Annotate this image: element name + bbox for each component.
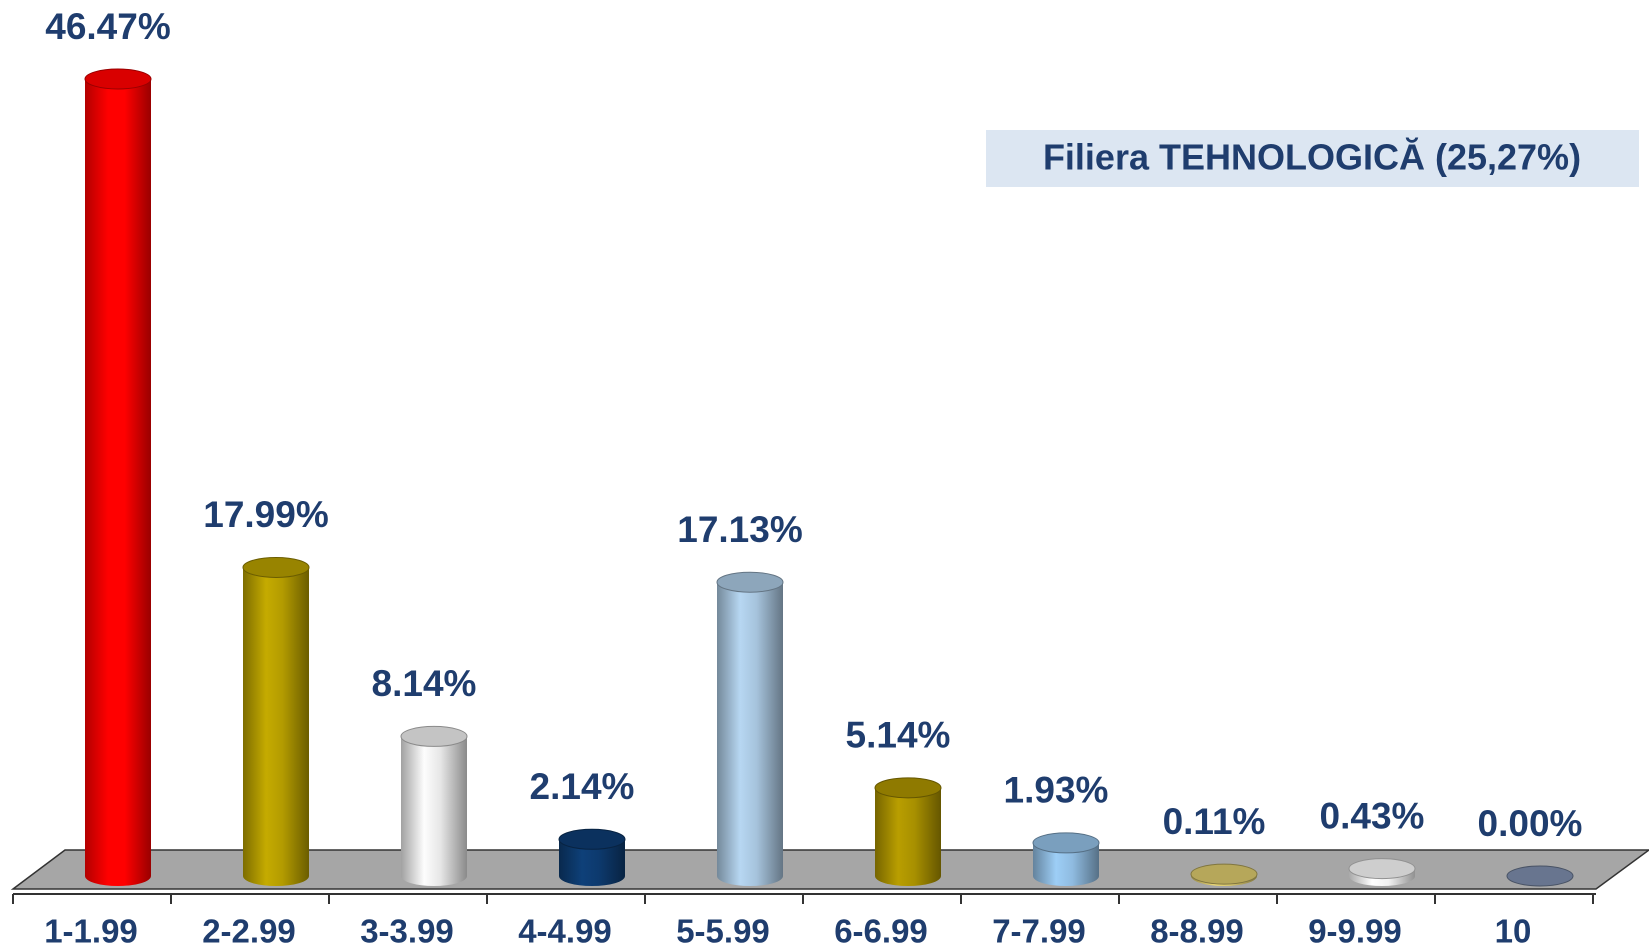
- value-label: 46.47%: [45, 6, 171, 47]
- x-tick-label: 5-5.99: [676, 913, 770, 950]
- value-label: 5.14%: [846, 715, 951, 756]
- bar: [875, 787, 941, 876]
- value-label: 8.14%: [372, 663, 477, 704]
- value-label: 17.99%: [203, 494, 329, 535]
- x-tick-label: 10: [1495, 913, 1532, 950]
- bar-top: [1348, 858, 1416, 880]
- x-tick-label: 7-7.99: [992, 913, 1086, 950]
- bar: [717, 582, 783, 876]
- x-tick-label: 3-3.99: [360, 913, 454, 950]
- bar-top: [1190, 863, 1258, 885]
- x-tick-label: 1-1.99: [44, 913, 138, 950]
- value-label: 2.14%: [530, 766, 635, 807]
- value-label: 0.11%: [1163, 801, 1266, 842]
- annotation-box: [986, 130, 1639, 187]
- bar-top: [1032, 832, 1100, 854]
- value-label: 1.93%: [1004, 770, 1109, 811]
- bar: [401, 736, 467, 876]
- x-tick-label: 9-9.99: [1308, 913, 1402, 950]
- bar-top: [874, 777, 942, 799]
- bar-top: [1506, 865, 1574, 887]
- value-label: 0.00%: [1478, 803, 1583, 844]
- x-tick-label: 4-4.99: [518, 913, 612, 950]
- annotation: Filiera TEHNOLOGICĂ (25,27%): [1043, 137, 1581, 178]
- bar-top: [400, 725, 468, 747]
- bar: [85, 79, 151, 876]
- x-tick-label: 6-6.99: [834, 913, 928, 950]
- x-tick-label: 2-2.99: [202, 913, 296, 950]
- bar: [243, 567, 309, 876]
- x-tick-label: 8-8.99: [1150, 913, 1244, 950]
- bar-top: [84, 68, 152, 90]
- bar-top: [558, 828, 626, 850]
- value-label: 17.13%: [677, 509, 803, 550]
- value-label: 0.43%: [1320, 795, 1425, 836]
- bar-top: [716, 571, 784, 593]
- bar-top: [242, 556, 310, 578]
